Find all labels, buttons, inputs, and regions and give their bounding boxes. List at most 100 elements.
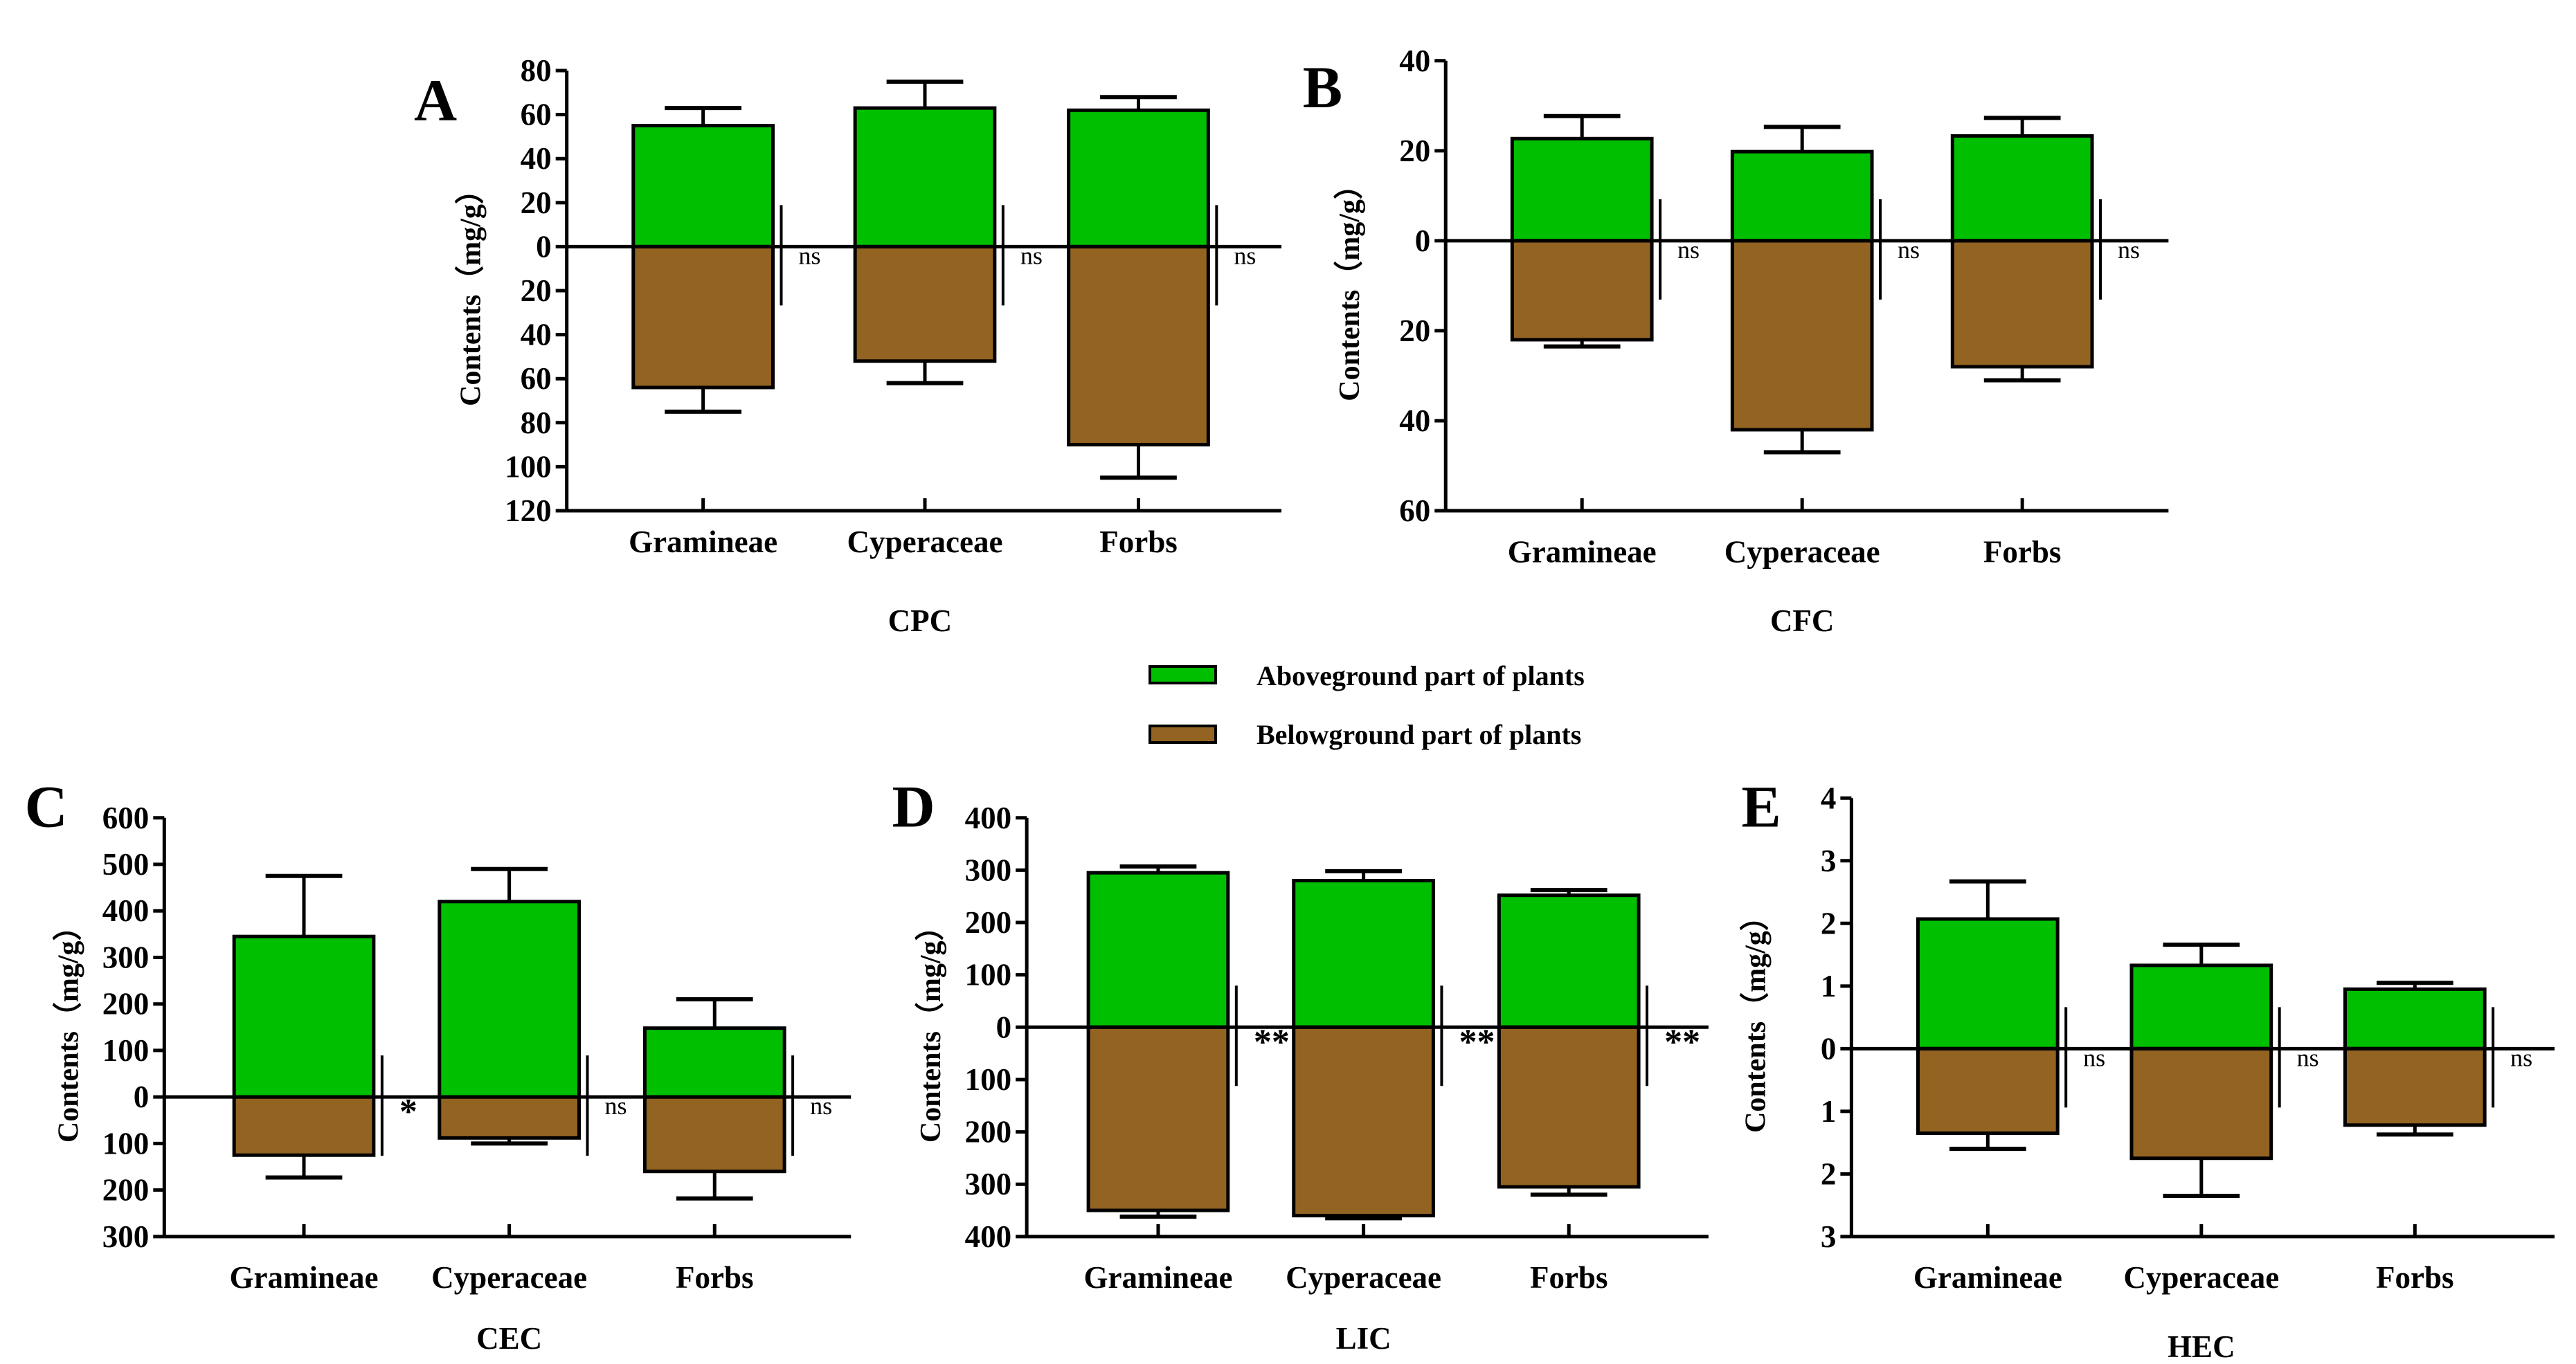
x-tick-label: Gramineae [1508, 534, 1657, 569]
bar-aboveground [1292, 879, 1435, 1029]
legend-label-belowground: Belowground part of plants [1257, 719, 1581, 750]
bar-belowground [1292, 1025, 1435, 1218]
bar-aboveground [1950, 134, 2094, 243]
y-tick-label: 60 [521, 98, 552, 132]
legend: Aboveground part of plants Belowground p… [1149, 660, 1585, 750]
x-tick-label: Gramineae [230, 1260, 379, 1295]
bar-aboveground [232, 934, 376, 1099]
bar-belowground [1950, 239, 2094, 369]
bar-belowground [232, 1095, 376, 1157]
y-tick-label: 20 [1399, 313, 1430, 348]
panel-title: CEC [476, 1321, 542, 1356]
panel-title: HEC [2168, 1329, 2235, 1364]
y-tick-label: 100 [102, 1033, 150, 1068]
y-tick-label: 100 [505, 449, 552, 484]
panel-title: LIC [1336, 1321, 1391, 1356]
y-tick-label: 2 [1821, 906, 1837, 940]
bar-aboveground [1730, 149, 1874, 243]
bar-belowground [853, 244, 997, 363]
x-tick-label: Cyperaceae [431, 1260, 587, 1295]
y-tick-label: 80 [521, 53, 552, 88]
x-tick-label: Gramineae [1083, 1260, 1232, 1295]
panel-A: A 80 60 40 20 0 20 40 60 80 100 120 Contents（mg/g） Gr… [414, 53, 1281, 638]
y-axis-label: Contents（mg/g） [1739, 902, 1772, 1133]
legend-swatch-aboveground [1149, 665, 1217, 684]
y-tick-label: 60 [521, 361, 552, 396]
y-tick-label: 0 [1415, 224, 1431, 258]
panel-letter: A [414, 67, 457, 134]
y-tick-label: 2 [1821, 1156, 1837, 1191]
y-tick-label: 80 [521, 406, 552, 440]
panel-letter: E [1741, 773, 1781, 839]
y-tick-label: 0 [134, 1080, 150, 1114]
y-tick-label: 500 [102, 847, 150, 882]
x-tick-label: Cyperaceae [847, 525, 1003, 559]
y-tick-label: 300 [965, 1167, 1012, 1201]
y-tick-label: 120 [505, 493, 552, 528]
panel-E: E 43210123Contents（mg/g）GramineaensCypera… [1739, 773, 2555, 1364]
x-tick-label: Gramineae [1913, 1260, 2062, 1295]
bar-belowground [1497, 1025, 1641, 1189]
y-tick-label: 400 [102, 893, 150, 928]
bar-belowground [1916, 1046, 2060, 1136]
bar-aboveground [1916, 917, 2060, 1051]
y-tick-label: 4 [1821, 781, 1837, 815]
y-tick-label: 1 [1821, 969, 1837, 1003]
x-tick-label: Forbs [1099, 525, 1178, 559]
panel-D: D 400 300 200 100 0 100 200 300 400 Contents（mg/g）… [892, 773, 1709, 1356]
x-tick-label: Forbs [2376, 1260, 2454, 1295]
panel-B: B 40200204060Contents（mg/g）GramineaensCyp… [1303, 44, 2169, 638]
bar-belowground [642, 1095, 786, 1174]
y-tick-label: 300 [102, 1219, 150, 1254]
bar-belowground [1510, 239, 1654, 342]
y-tick-label: 200 [965, 905, 1012, 940]
x-tick-label: Cyperaceae [2123, 1260, 2279, 1295]
y-tick-label: 40 [1399, 44, 1430, 78]
y-tick-label: 200 [102, 987, 150, 1021]
x-tick-label: Forbs [1530, 1260, 1608, 1295]
y-tick-label: 60 [1399, 493, 1430, 528]
y-tick-label: 1 [1821, 1094, 1837, 1129]
y-tick-label: 200 [102, 1173, 150, 1208]
y-axis-label: Contents（mg/g） [455, 175, 487, 406]
bar-belowground [2343, 1046, 2487, 1127]
x-tick-label: Forbs [676, 1260, 754, 1295]
bar-aboveground [1510, 136, 1654, 243]
panel-letter: B [1303, 54, 1342, 120]
y-tick-label: 600 [102, 801, 150, 835]
y-tick-label: 0 [536, 229, 552, 264]
x-tick-label: Cyperaceae [1724, 534, 1880, 569]
y-tick-label: 300 [965, 853, 1012, 887]
y-tick-label: 400 [965, 801, 1012, 835]
bar-aboveground [438, 900, 581, 1099]
y-tick-label: 0 [1821, 1031, 1837, 1066]
legend-swatch-belowground [1149, 725, 1217, 744]
y-tick-label: 100 [102, 1126, 150, 1161]
y-tick-label: 100 [965, 1062, 1012, 1097]
bar-aboveground [642, 1026, 786, 1099]
y-axis-label: Contents（mg/g） [52, 911, 84, 1143]
bar-aboveground [631, 124, 775, 248]
panel-letter: C [25, 773, 68, 839]
bar-aboveground [2343, 987, 2487, 1051]
y-tick-label: 40 [1399, 403, 1430, 438]
y-tick-label: 20 [521, 273, 552, 308]
y-axis-label: Contents（mg/g） [1333, 170, 1366, 401]
y-tick-label: 0 [996, 1010, 1012, 1044]
panel-title: CPC [888, 603, 952, 638]
y-tick-label: 200 [965, 1115, 1012, 1149]
y-tick-label: 3 [1821, 844, 1837, 878]
bar-belowground [1067, 244, 1210, 447]
y-tick-label: 400 [965, 1219, 1012, 1254]
bar-aboveground [2129, 963, 2273, 1051]
legend-label-aboveground: Aboveground part of plants [1257, 660, 1585, 691]
bar-aboveground [1497, 893, 1641, 1029]
y-tick-label: 20 [1399, 134, 1430, 168]
y-tick-label: 100 [965, 958, 1012, 992]
bar-aboveground [1086, 871, 1230, 1029]
bar-aboveground [1067, 108, 1210, 248]
x-tick-label: Cyperaceae [1286, 1260, 1441, 1295]
x-tick-label: Forbs [1983, 534, 2062, 569]
panel-letter: D [892, 773, 935, 839]
panel-title: CFC [1770, 603, 1834, 638]
